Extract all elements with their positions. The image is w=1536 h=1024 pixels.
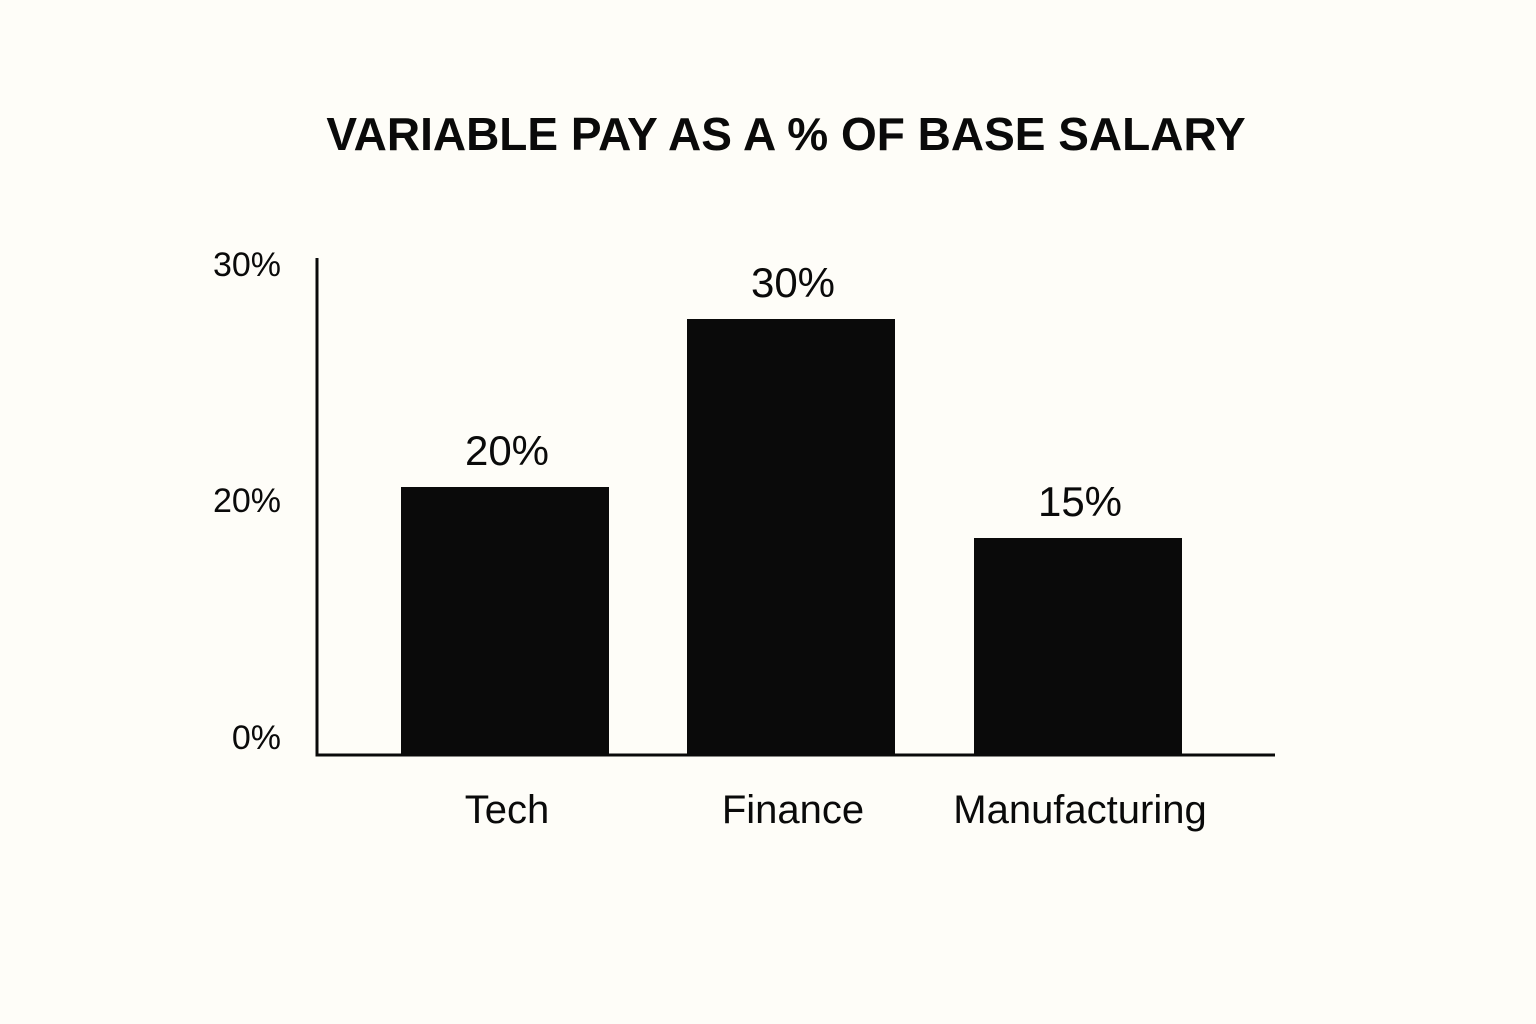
chart-title: VARIABLE PAY AS A % OF BASE SALARY [326,108,1245,160]
data-label-manufacturing: 15% [1038,478,1122,525]
x-axis-labels: Tech Finance Manufacturing [465,788,1207,832]
bar-finance [687,319,895,755]
y-tick-label: 0% [232,719,281,757]
y-tick-label: 20% [213,482,281,520]
bar-manufacturing [974,538,1182,755]
x-tick-label-manufacturing: Manufacturing [953,788,1206,832]
data-label-finance: 30% [751,259,835,306]
y-tick-label: 30% [213,246,281,284]
data-labels: 20% 30% 15% [465,259,1122,525]
bars [401,319,1182,755]
data-label-tech: 20% [465,427,549,474]
x-tick-label-finance: Finance [722,788,864,832]
y-axis-ticks: 0% 20% 30% [213,246,281,757]
x-tick-label-tech: Tech [465,788,550,832]
bar-tech [401,487,609,755]
